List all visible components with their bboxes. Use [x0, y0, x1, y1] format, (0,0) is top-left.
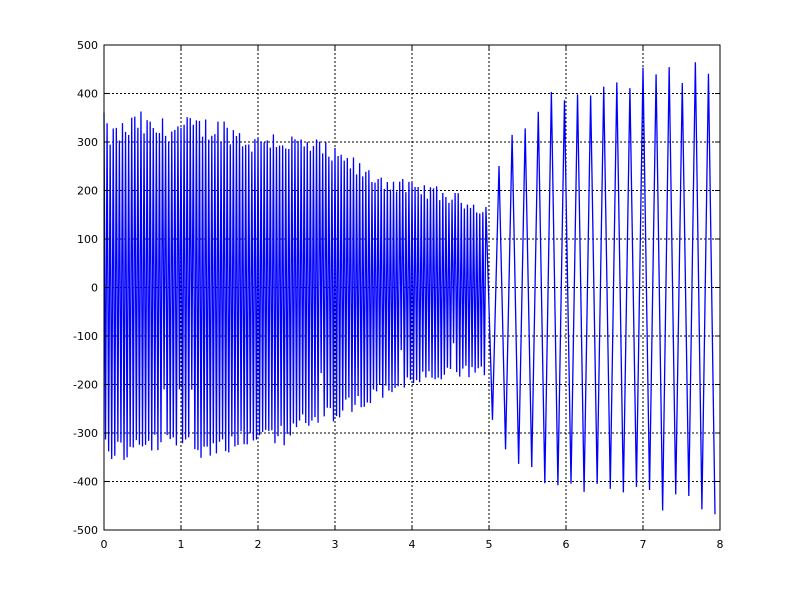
x-tick-label: 7 — [640, 538, 647, 551]
x-tick-label: 3 — [332, 538, 339, 551]
x-tick-label: 4 — [409, 538, 416, 551]
x-tick-label: 6 — [563, 538, 570, 551]
tick-marks — [103, 44, 721, 531]
x-tick-label: 5 — [486, 538, 493, 551]
y-tick-label: 400 — [77, 88, 98, 101]
y-tick-label: 200 — [77, 185, 98, 198]
y-tick-label: -100 — [73, 330, 98, 343]
x-tick-label: 0 — [101, 538, 108, 551]
y-tick-label: 100 — [77, 233, 98, 246]
y-tick-label: -200 — [73, 379, 98, 392]
y-tick-label: -400 — [73, 476, 98, 489]
x-tick-label: 2 — [255, 538, 262, 551]
signal-series-line — [103, 62, 716, 515]
x-tick-label: 1 — [178, 538, 185, 551]
y-tick-label: -500 — [73, 524, 98, 537]
y-tick-label: 500 — [77, 39, 98, 52]
x-tick-label: 8 — [717, 538, 724, 551]
x-axis-tick-labels: 0 1 2 3 4 5 6 7 8 — [101, 538, 724, 551]
y-tick-label: 0 — [91, 282, 98, 295]
y-tick-label: 300 — [77, 136, 98, 149]
series-layer — [103, 62, 716, 515]
y-axis-tick-labels: -500 -400 -300 -200 -100 0 100 200 300 400 500 — [73, 39, 98, 537]
y-tick-label: -300 — [73, 427, 98, 440]
